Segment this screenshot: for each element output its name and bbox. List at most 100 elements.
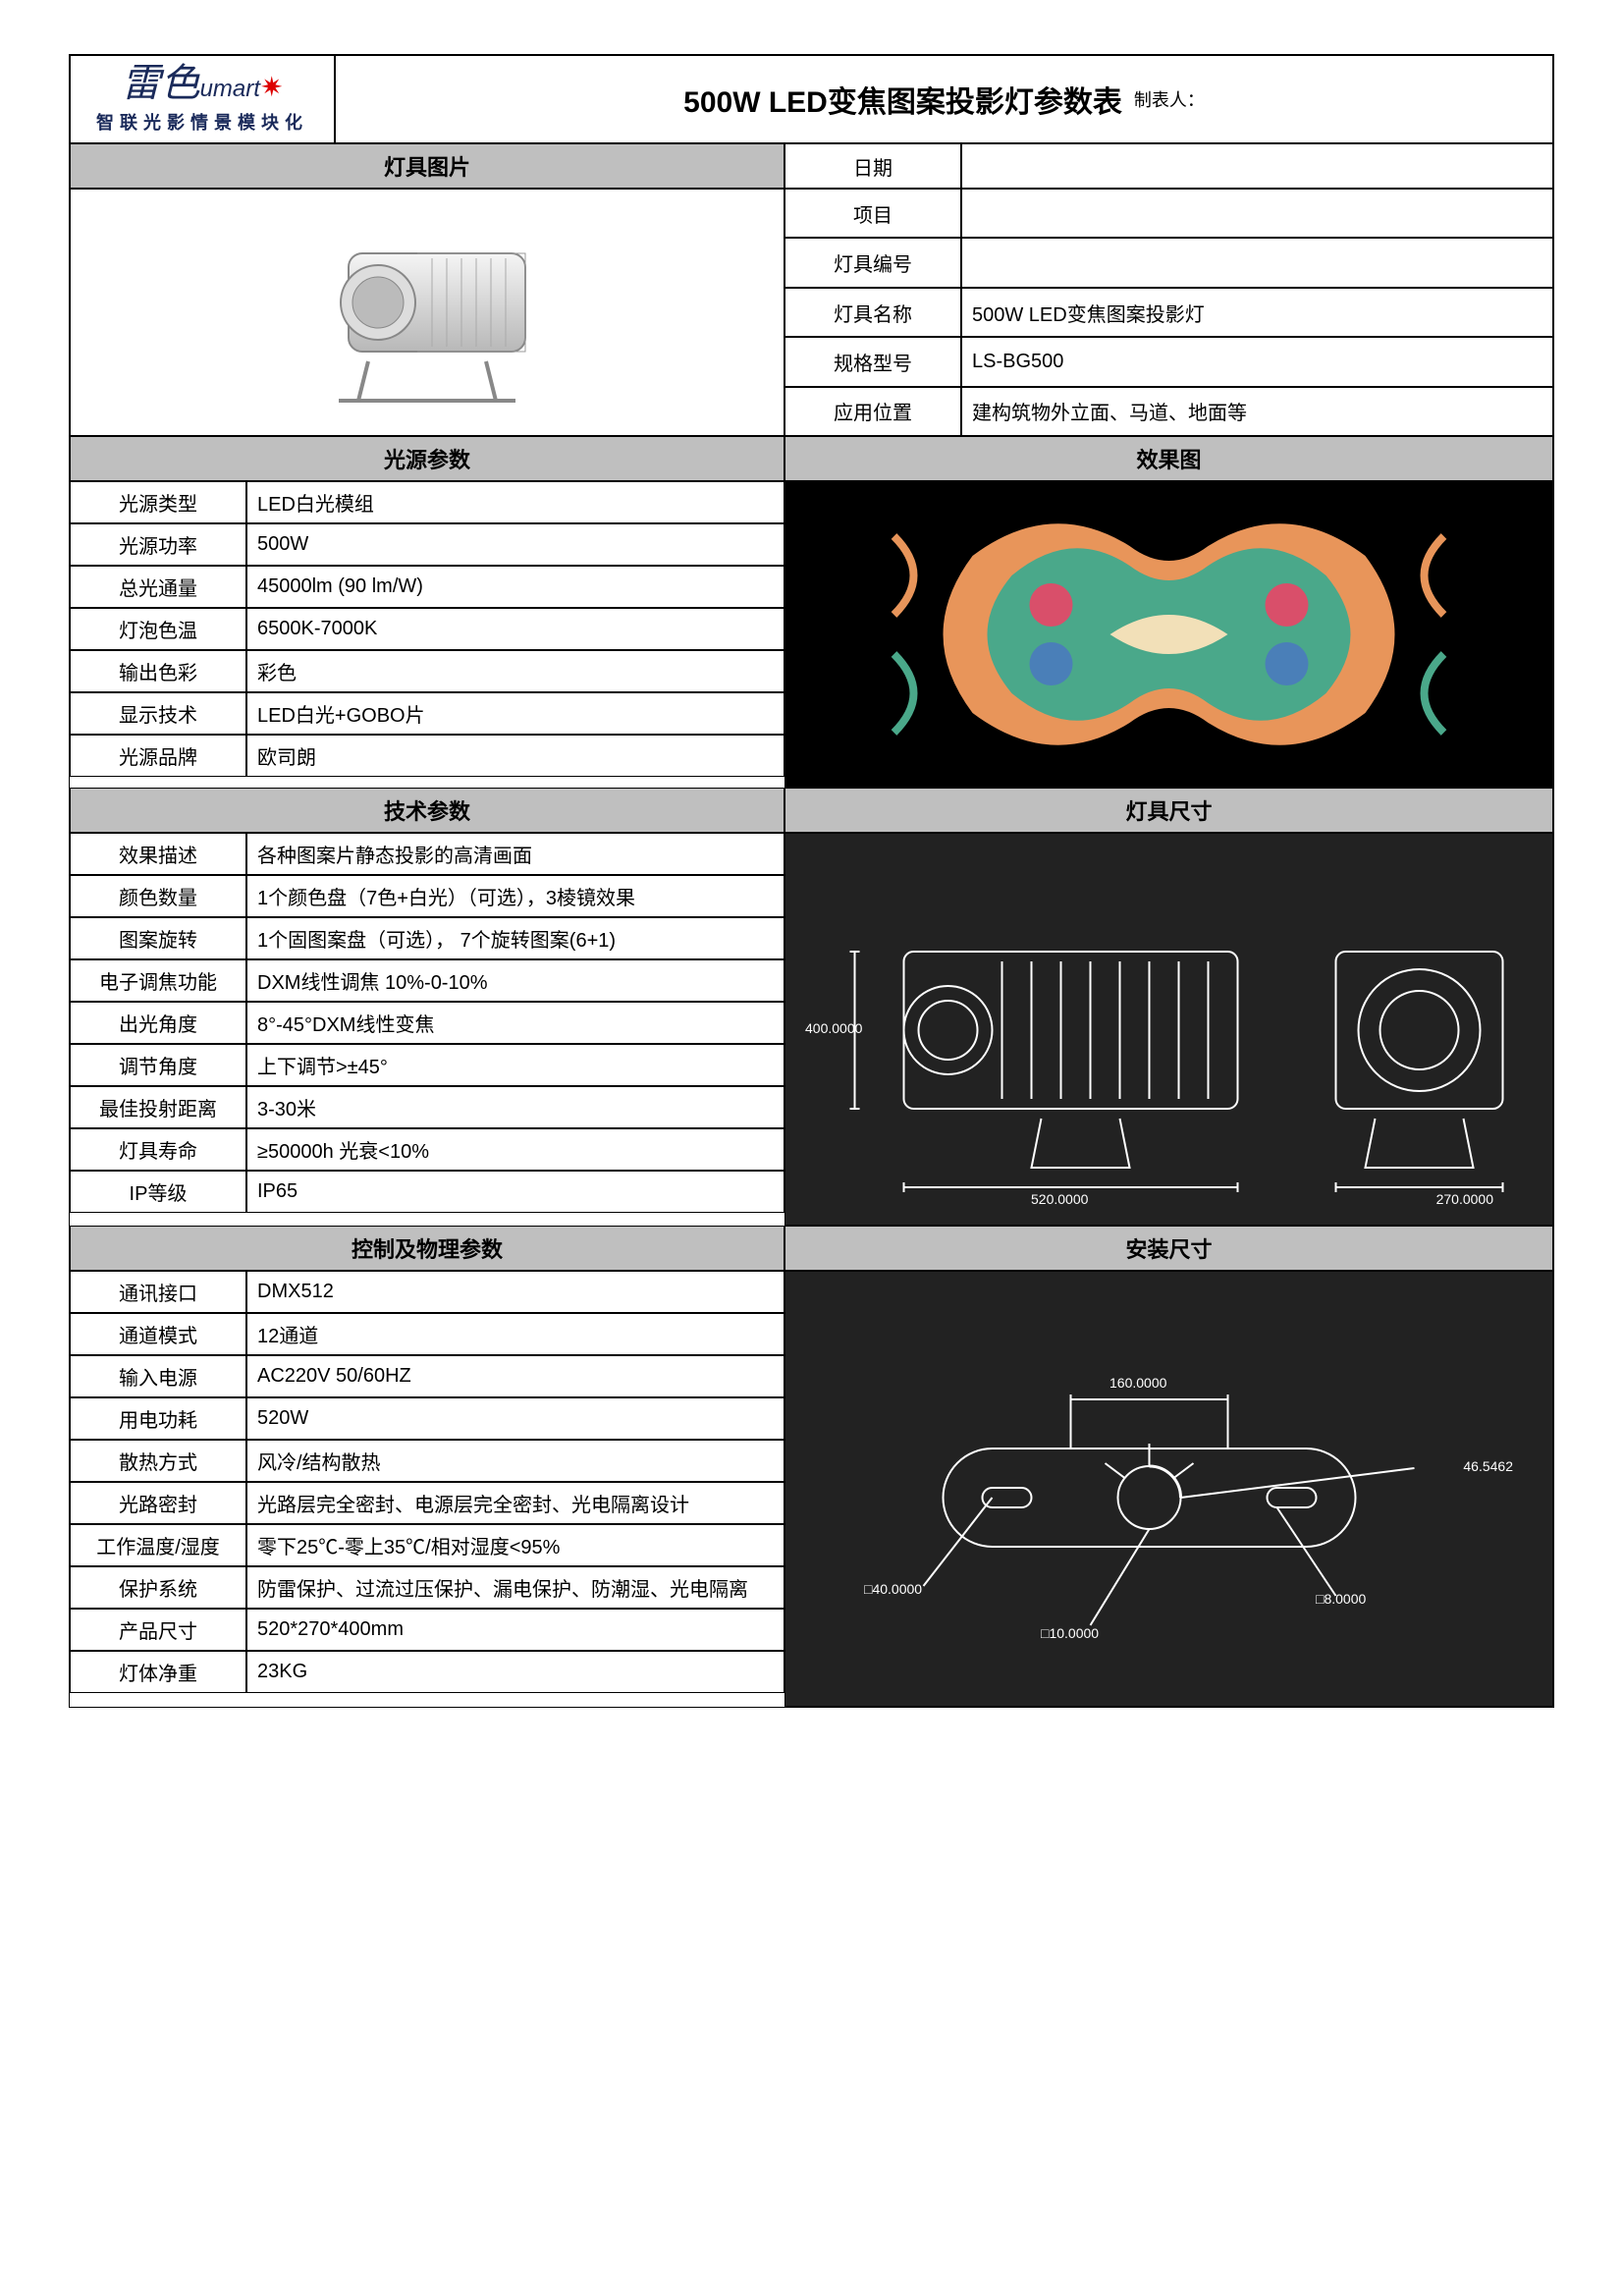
install-d5: □8.0000	[1316, 1591, 1366, 1607]
ctrl-value: 520W	[246, 1397, 784, 1440]
ls-label: 光源类型	[70, 481, 246, 523]
tech-label: 灯具寿命	[70, 1128, 246, 1171]
effect-image-header: 效果图	[784, 436, 1553, 481]
tech-label: 图案旋转	[70, 917, 246, 959]
install-d4: □10.0000	[1041, 1625, 1099, 1641]
ls-label: 输出色彩	[70, 650, 246, 692]
tech-value: ≥50000h 光衰<10%	[246, 1128, 784, 1171]
ctrl-value: 光路层完全密封、电源层完全密封、光电隔离设计	[246, 1482, 784, 1524]
ctrl-value: 防雷保护、过流过压保护、漏电保护、防潮湿、光电隔离	[246, 1566, 784, 1609]
logo-block: 雷色umart✷ 智联光影情景模块化	[70, 55, 335, 143]
tech-value: 3-30米	[246, 1086, 784, 1128]
ls-label: 光源品牌	[70, 735, 246, 777]
info-value	[961, 143, 1553, 189]
tech-col: 效果描述各种图案片静态投影的高清画面 颜色数量1个颜色盘（7色+白光）（可选），…	[70, 833, 784, 1226]
tech-value: 1个颜色盘（7色+白光）（可选），3棱镜效果	[246, 875, 784, 917]
ctrl-label: 通道模式	[70, 1313, 246, 1355]
dim-width: 270.0000	[1436, 1191, 1493, 1207]
section-control-header: 控制及物理参数 安装尺寸	[70, 1226, 1553, 1271]
install-header: 安装尺寸	[784, 1226, 1553, 1271]
ls-value: 6500K-7000K	[246, 608, 784, 650]
ctrl-value: 12通道	[246, 1313, 784, 1355]
product-image	[70, 189, 784, 436]
ctrl-value: 23KG	[246, 1651, 784, 1693]
ls-label: 总光通量	[70, 566, 246, 608]
ctrl-label: 光路密封	[70, 1482, 246, 1524]
effect-image	[784, 481, 1553, 788]
logo-text: 雷色umart✷	[122, 64, 284, 103]
info-label: 项目	[784, 189, 961, 238]
ctrl-value: 风冷/结构散热	[246, 1440, 784, 1482]
logo-star-icon: ✷	[260, 72, 283, 102]
ctrl-label: 通讯接口	[70, 1271, 246, 1313]
ls-label: 灯泡色温	[70, 608, 246, 650]
info-value: 建构筑物外立面、马道、地面等	[961, 387, 1553, 436]
tech-value: DXM线性调焦 10%-0-10%	[246, 959, 784, 1002]
dimensions-header: 灯具尺寸	[784, 788, 1553, 833]
logo-slogan: 智联光影情景模块化	[96, 109, 308, 135]
spec-sheet: 雷色umart✷ 智联光影情景模块化 500W LED变焦图案投影灯参数表 制表…	[69, 54, 1554, 1708]
phoenix-pattern-icon	[785, 482, 1552, 787]
tech-label: 调节角度	[70, 1044, 246, 1086]
lightsource-block: 光源类型LED白光模组 光源功率500W 总光通量45000lm (90 lm/…	[70, 481, 1553, 788]
tech-block: 效果描述各种图案片静态投影的高清画面 颜色数量1个颜色盘（7色+白光）（可选），…	[70, 833, 1553, 1226]
info-label: 灯具名称	[784, 288, 961, 337]
ctrl-value: 520*270*400mm	[246, 1609, 784, 1651]
ls-value: 欧司朗	[246, 735, 784, 777]
info-label: 日期	[784, 143, 961, 189]
ctrl-value: DMX512	[246, 1271, 784, 1313]
install-d3: □40.0000	[864, 1581, 922, 1597]
ctrl-label: 灯体净重	[70, 1651, 246, 1693]
info-label: 规格型号	[784, 337, 961, 386]
tech-value: 8°-45°DXM线性变焦	[246, 1002, 784, 1044]
control-block: 通讯接口DMX512 通道模式12通道 输入电源AC220V 50/60HZ 用…	[70, 1271, 1553, 1707]
ls-value: LED白光模组	[246, 481, 784, 523]
tech-label: 最佳投射距离	[70, 1086, 246, 1128]
ctrl-label: 工作温度/湿度	[70, 1524, 246, 1566]
tech-label: IP等级	[70, 1171, 246, 1213]
info-value	[961, 238, 1553, 287]
tech-value: 各种图案片静态投影的高清画面	[246, 833, 784, 875]
projector-icon	[270, 214, 584, 410]
info-value: LS-BG500	[961, 337, 1553, 386]
light-source-header: 光源参数	[70, 436, 784, 481]
dim-height: 400.0000	[805, 1020, 862, 1036]
ctrl-label: 用电功耗	[70, 1397, 246, 1440]
section-lightsource-header: 光源参数 效果图	[70, 436, 1553, 481]
ls-value: LED白光+GOBO片	[246, 692, 784, 735]
side-front-view-icon	[785, 834, 1552, 1225]
tech-label: 效果描述	[70, 833, 246, 875]
install-d1: 160.0000	[1109, 1375, 1166, 1391]
dimension-drawing: 400.0000 520.0000 270.0000	[784, 833, 1553, 1226]
ctrl-label: 产品尺寸	[70, 1609, 246, 1651]
logo-script: 雷色	[122, 61, 200, 105]
maker-label: 制表人：	[1134, 86, 1205, 112]
section-tech-header: 技术参数 灯具尺寸	[70, 788, 1553, 833]
ctrl-label: 保护系统	[70, 1566, 246, 1609]
install-d2: 46.5462	[1463, 1458, 1513, 1474]
info-value: 500W LED变焦图案投影灯	[961, 288, 1553, 337]
page-title: 500W LED变焦图案投影灯参数表	[683, 78, 1122, 121]
ls-label: 光源功率	[70, 523, 246, 566]
section-product-header: 灯具图片 日期	[70, 143, 1553, 189]
ls-value: 彩色	[246, 650, 784, 692]
ctrl-label: 输入电源	[70, 1355, 246, 1397]
lightsource-col: 光源类型LED白光模组 光源功率500W 总光通量45000lm (90 lm/…	[70, 481, 784, 788]
ls-label: 显示技术	[70, 692, 246, 735]
tech-label: 电子调焦功能	[70, 959, 246, 1002]
install-drawing: 160.0000 46.5462 □40.0000 □10.0000 □8.00…	[784, 1271, 1553, 1707]
ctrl-label: 散热方式	[70, 1440, 246, 1482]
control-col: 通讯接口DMX512 通道模式12通道 输入电源AC220V 50/60HZ 用…	[70, 1271, 784, 1707]
ctrl-value: 零下25℃-零上35℃/相对湿度<95%	[246, 1524, 784, 1566]
product-image-header: 灯具图片	[70, 143, 784, 189]
product-image-row: 项目 灯具编号 灯具名称500W LED变焦图案投影灯 规格型号LS-BG500…	[70, 189, 1553, 436]
title-block: 500W LED变焦图案投影灯参数表 制表人：	[335, 55, 1553, 143]
tech-value: 1个固图案盘（可选）， 7个旋转图案(6+1)	[246, 917, 784, 959]
mounting-plate-icon	[785, 1272, 1552, 1706]
logo-brand: umart	[200, 76, 260, 102]
ls-value: 45000lm (90 lm/W)	[246, 566, 784, 608]
tech-value: 上下调节>±45°	[246, 1044, 784, 1086]
info-value	[961, 189, 1553, 238]
title-row: 雷色umart✷ 智联光影情景模块化 500W LED变焦图案投影灯参数表 制表…	[70, 55, 1553, 143]
tech-value: IP65	[246, 1171, 784, 1213]
